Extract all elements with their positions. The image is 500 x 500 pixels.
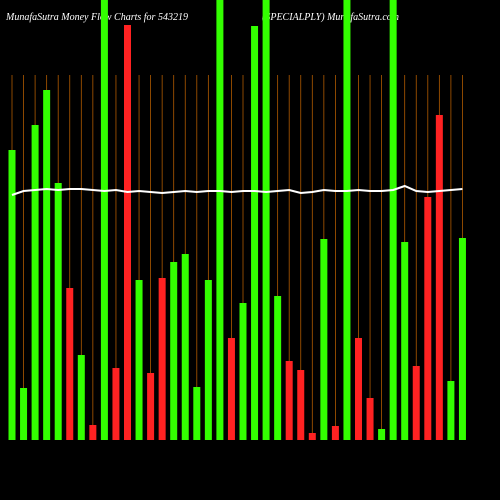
bar <box>135 280 143 440</box>
bar <box>227 338 235 440</box>
bar <box>366 398 374 440</box>
bar <box>66 288 74 440</box>
bar <box>112 368 120 440</box>
bar <box>262 0 270 440</box>
bar <box>355 338 362 440</box>
bar <box>216 0 224 440</box>
bar <box>43 90 51 440</box>
bar <box>389 0 397 440</box>
bar <box>435 115 443 440</box>
bar <box>308 433 316 440</box>
bar <box>378 429 386 440</box>
bar <box>297 370 305 440</box>
bar <box>251 26 259 440</box>
bar <box>54 183 62 440</box>
chart-subtitle: (SPECIALPLY) MunafaSutra.com <box>262 12 399 23</box>
bar <box>424 197 432 440</box>
bar <box>285 361 293 440</box>
chart-title: MunafaSutra Money Flow Charts for 543219 <box>5 12 188 23</box>
bar <box>331 426 339 440</box>
bar <box>124 25 131 440</box>
bar <box>181 254 189 440</box>
bar <box>158 278 166 440</box>
bar <box>274 296 282 440</box>
flow-line <box>11 184 463 196</box>
bar <box>193 387 201 440</box>
bar <box>447 381 455 440</box>
bar <box>239 303 247 440</box>
bar <box>170 262 178 440</box>
bar <box>20 388 28 440</box>
bar <box>100 0 108 440</box>
bar <box>77 355 85 440</box>
bar <box>147 373 155 440</box>
bar <box>8 150 16 440</box>
bar <box>458 238 466 440</box>
bar <box>89 425 97 440</box>
bar <box>401 242 409 440</box>
bar <box>343 0 351 440</box>
bar <box>412 366 420 440</box>
bar <box>204 280 212 440</box>
bar <box>320 239 328 440</box>
bar <box>31 125 39 440</box>
